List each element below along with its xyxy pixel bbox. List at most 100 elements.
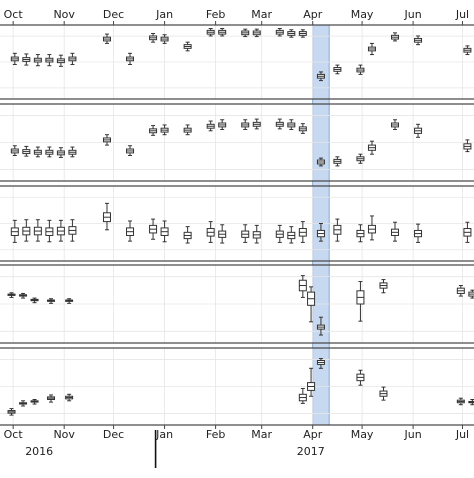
box-p3-5 xyxy=(56,219,65,242)
box-p1-21 xyxy=(356,64,365,75)
top-tick-label: Oct xyxy=(4,8,24,21)
box-p2-16 xyxy=(275,118,284,130)
bottom-tick-label: Jan xyxy=(155,428,173,441)
box-p1-14 xyxy=(241,28,250,38)
panel-4 xyxy=(0,264,474,344)
box-p2-4 xyxy=(45,146,54,158)
box-p2-21 xyxy=(356,153,365,164)
top-tick-label: Nov xyxy=(53,8,75,21)
box-p1-5 xyxy=(56,54,65,67)
box-p3-2 xyxy=(22,219,31,242)
panel-frame xyxy=(0,264,474,344)
box-p1-6 xyxy=(68,52,77,65)
box-p4-8 xyxy=(316,316,325,336)
box-p3-11 xyxy=(183,226,192,244)
box-p5-8 xyxy=(316,358,325,369)
panel-3 xyxy=(0,185,474,262)
box-p5-7 xyxy=(307,367,316,397)
box-p4-6 xyxy=(298,275,307,298)
panel-frame xyxy=(0,103,474,182)
box-p1-25 xyxy=(463,45,472,56)
box-p1-17 xyxy=(287,29,296,38)
box-p2-24 xyxy=(414,123,423,138)
top-tick-label: Jan xyxy=(155,8,173,21)
panel-4-grid xyxy=(0,265,474,343)
box-p2-5 xyxy=(56,147,65,158)
box-p2-15 xyxy=(252,118,261,130)
box-p5-5 xyxy=(65,393,74,402)
panel-1 xyxy=(0,24,474,100)
box-p3-17 xyxy=(287,226,296,244)
box-p4-5 xyxy=(65,298,74,304)
box-p1-3 xyxy=(33,54,42,67)
box-p3-8 xyxy=(126,220,135,242)
box-p4-3 xyxy=(30,297,39,304)
box-p2-23 xyxy=(391,119,399,130)
box-p1-19 xyxy=(316,71,325,82)
box-p2-13 xyxy=(218,119,227,130)
box-p3-25 xyxy=(463,221,472,243)
box-p3-10 xyxy=(160,220,169,243)
box-p3-24 xyxy=(414,223,423,243)
box-p2-17 xyxy=(287,119,296,130)
box-p5-10 xyxy=(379,386,388,401)
box-p1-11 xyxy=(183,41,192,52)
box-p3-3 xyxy=(33,219,42,242)
box-p1-18 xyxy=(298,29,307,38)
box-p2-8 xyxy=(126,145,135,156)
box-p2-19 xyxy=(316,157,325,167)
box-p1-10 xyxy=(160,34,169,44)
bottom-tick-label: Oct xyxy=(4,428,24,441)
box-p2-1 xyxy=(10,145,19,156)
box-p3-1 xyxy=(10,219,19,243)
box-p3-7 xyxy=(102,202,111,231)
box-p3-21 xyxy=(356,224,365,243)
panel-2-grid xyxy=(0,104,474,181)
box-p1-15 xyxy=(252,28,261,38)
year-labels: 2016 2017 xyxy=(25,430,325,468)
box-p1-9 xyxy=(149,32,158,43)
bottom-tick-label: May xyxy=(351,428,374,441)
box-p3-19 xyxy=(316,223,325,242)
panels-layer xyxy=(0,24,474,426)
box-p2-14 xyxy=(241,119,250,130)
box-p4-2 xyxy=(19,292,28,299)
panel-frame xyxy=(0,24,474,100)
panel-3-grid xyxy=(0,186,474,261)
panel-frame xyxy=(0,347,474,426)
panel-1-grid xyxy=(0,25,474,99)
box-p2-11 xyxy=(183,124,192,136)
bottom-tick-label: Jul xyxy=(455,428,469,441)
box-p2-18 xyxy=(298,123,307,134)
box-p3-20 xyxy=(333,218,342,242)
year-label: 2017 xyxy=(297,445,325,458)
box-p3-4 xyxy=(45,219,54,243)
top-tick-label: Dec xyxy=(103,8,124,21)
top-tick-label: Jun xyxy=(404,8,422,21)
box-p1-23 xyxy=(391,32,399,42)
box-p3-6 xyxy=(68,219,77,242)
bottom-tick-label: Dec xyxy=(103,428,124,441)
box-p2-25 xyxy=(463,139,472,153)
panel-5 xyxy=(0,347,474,426)
box-p3-22 xyxy=(367,215,376,241)
bottom-tick-label: Mar xyxy=(251,428,272,441)
box-p5-6 xyxy=(298,387,307,404)
box-p3-13 xyxy=(218,224,227,244)
box-p5-2 xyxy=(19,400,28,407)
box-p3-9 xyxy=(149,218,158,240)
bottom-tick-label: Nov xyxy=(53,428,75,441)
box-p3-15 xyxy=(252,224,261,244)
box-p4-1 xyxy=(7,292,16,298)
box-p2-6 xyxy=(68,146,77,158)
box-p5-3 xyxy=(30,399,39,405)
box-p2-3 xyxy=(33,146,42,158)
bottom-month-ticks: Oct Nov Dec Jan Feb Mar Apr May Jun Jul xyxy=(4,425,469,441)
top-tick-label: Mar xyxy=(251,8,272,21)
box-p2-12 xyxy=(206,120,215,132)
bottom-tick-label: Apr xyxy=(303,428,323,441)
panel-2 xyxy=(0,103,474,182)
bottom-tick-label: Jun xyxy=(404,428,422,441)
